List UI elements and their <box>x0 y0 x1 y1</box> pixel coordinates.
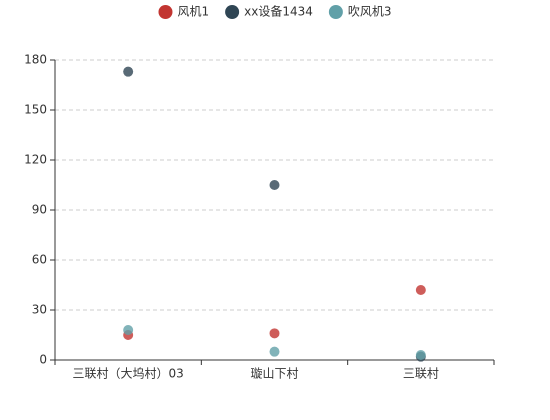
legend-label: 吹风机3 <box>348 5 392 19</box>
point <box>269 328 280 339</box>
point <box>123 325 134 335</box>
y-tick-label: 90 <box>32 203 47 217</box>
y-tick-label: 150 <box>24 103 47 117</box>
y-tick-label: 120 <box>24 153 47 167</box>
y-tick-label: 0 <box>39 353 47 367</box>
legend-marker <box>225 5 240 19</box>
point <box>123 66 134 77</box>
x-tick-label: 三联村 <box>403 367 439 381</box>
legend-marker <box>158 5 173 19</box>
point <box>269 346 280 357</box>
point <box>269 180 280 190</box>
y-tick-label: 60 <box>32 253 47 267</box>
point <box>415 285 426 295</box>
point <box>415 350 426 360</box>
legend-label: 风机1 <box>177 5 209 19</box>
x-tick-label: 三联村（大坞村）03 <box>73 366 184 381</box>
legend-label: xx设备1434 <box>244 5 313 19</box>
x-tick-label: 璇山下村 <box>250 366 298 381</box>
y-tick-label: 30 <box>32 303 47 317</box>
legend-marker <box>328 5 343 19</box>
y-tick-label: 180 <box>24 53 47 67</box>
